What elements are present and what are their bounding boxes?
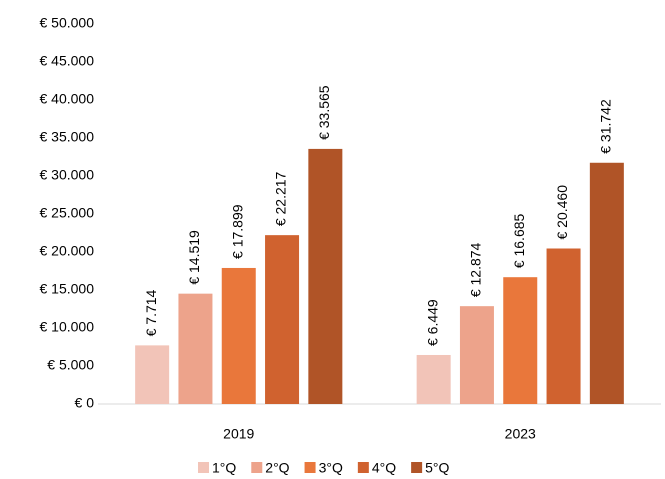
legend-swatch — [357, 462, 369, 473]
x-tick-label: 2019 — [223, 426, 254, 442]
legend-label: 2°Q — [265, 460, 289, 476]
value-label: € 7.714 — [143, 289, 159, 336]
y-tick-label: € 45.000 — [40, 53, 95, 69]
y-tick-label: € 30.000 — [40, 167, 95, 183]
bar — [589, 162, 624, 404]
y-tick-label: € 40.000 — [40, 91, 95, 107]
y-tick-label: € 35.000 — [40, 129, 95, 145]
bar — [416, 354, 451, 404]
value-label: € 14.519 — [186, 230, 202, 285]
bar — [221, 267, 256, 404]
y-tick-label: € 5.000 — [47, 357, 94, 373]
legend-swatch — [304, 462, 316, 473]
bar — [308, 148, 343, 404]
legend-swatch — [251, 462, 263, 473]
legend-label: 5°Q — [425, 460, 449, 476]
value-label: € 17.899 — [229, 204, 245, 259]
value-label: € 22.217 — [273, 171, 289, 226]
value-label: € 6.449 — [424, 299, 440, 346]
y-tick-label: € 25.000 — [40, 205, 95, 221]
legend-label: 1°Q — [212, 460, 236, 476]
y-tick-label: € 15.000 — [40, 281, 95, 297]
value-label: € 31.742 — [598, 99, 614, 154]
y-tick-label: € 20.000 — [40, 243, 95, 259]
bar — [546, 248, 581, 404]
value-label: € 16.685 — [511, 213, 527, 268]
value-label: € 33.565 — [316, 85, 332, 140]
bar — [178, 293, 213, 404]
legend-label: 4°Q — [372, 460, 396, 476]
value-label: € 20.460 — [554, 185, 570, 240]
y-tick-label: € 10.000 — [40, 319, 95, 335]
bar — [459, 306, 494, 404]
legend-label: 3°Q — [319, 460, 343, 476]
bar — [135, 345, 170, 404]
x-tick-label: 2023 — [505, 426, 536, 442]
bar — [265, 235, 300, 404]
y-tick-label: € 0 — [75, 395, 95, 411]
bar — [503, 277, 538, 404]
legend-swatch — [198, 462, 209, 473]
legend-swatch — [411, 462, 423, 473]
y-tick-label: € 50.000 — [40, 15, 95, 31]
value-label: € 12.874 — [468, 242, 484, 297]
